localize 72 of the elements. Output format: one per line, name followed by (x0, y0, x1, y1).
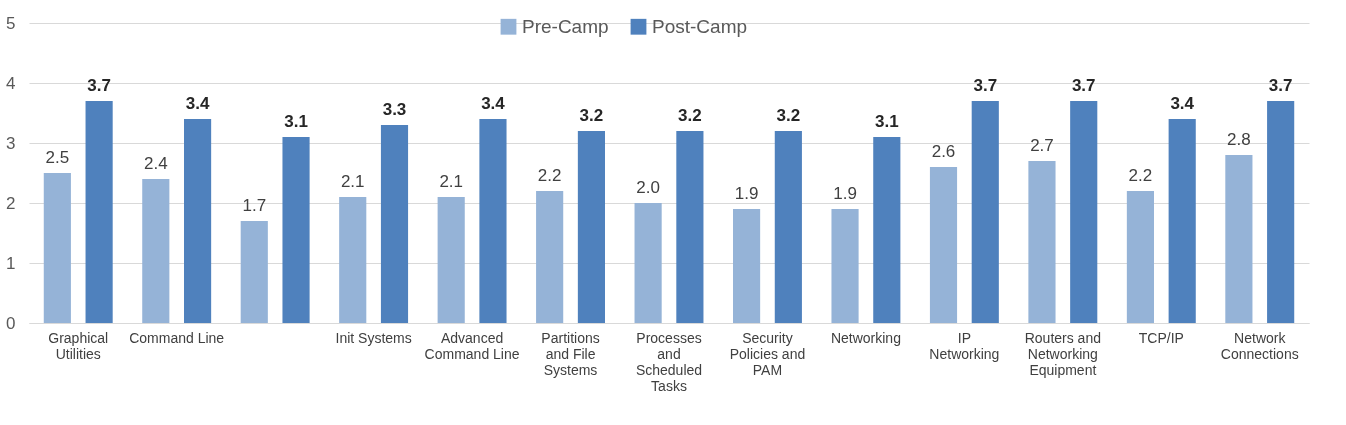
bar (1070, 101, 1098, 323)
x-tick-label: Routers and Networking Equipment (1024, 329, 1101, 378)
data-label: 3.7 (973, 76, 998, 95)
bar (971, 101, 999, 323)
legend-label: Post-Camp (652, 15, 748, 37)
bar (577, 131, 605, 323)
data-label: 3.7 (1268, 76, 1293, 95)
x-tick-label: Advanced Command Line (424, 329, 520, 362)
bar (929, 167, 958, 323)
x-tick-label: Partitions and File Systems (541, 329, 600, 378)
bar (1168, 119, 1196, 323)
y-tick-label: 2 (6, 193, 16, 213)
data-label: 3.1 (874, 112, 899, 131)
data-label: 2.1 (340, 172, 365, 191)
y-tick-label: 5 (6, 13, 16, 33)
bar (733, 209, 761, 323)
data-label: 3.7 (1071, 76, 1096, 95)
x-tick-label: Networking (830, 329, 901, 346)
x-tick-label: TCP/IP (1138, 329, 1184, 346)
data-label: 2.5 (45, 148, 70, 167)
legend-label: Pre-Camp (522, 15, 609, 37)
data-label: 3.2 (678, 106, 702, 125)
data-label: 2.1 (439, 172, 464, 191)
bar (1126, 191, 1154, 323)
bar (1225, 155, 1253, 323)
bar (43, 173, 71, 323)
bar (85, 101, 113, 323)
data-label: 3.3 (382, 100, 407, 119)
data-label: 3.4 (481, 94, 506, 113)
x-tick-label: IP Networking (929, 329, 1000, 362)
data-label: 3.7 (87, 76, 111, 95)
x-tick-label: Processes and Scheduled Tasks (635, 329, 703, 394)
y-tick-label: 1 (6, 253, 16, 273)
bar (282, 137, 310, 323)
bar (142, 179, 170, 323)
data-label: 3.2 (776, 106, 801, 125)
data-label: 3.1 (284, 112, 308, 131)
x-tick-label: Security Policies and PAM (729, 329, 806, 378)
bar (873, 137, 901, 323)
data-label: 2.4 (143, 154, 168, 173)
data-label: 2.7 (1030, 136, 1054, 155)
y-tick-label: 4 (6, 73, 16, 93)
bar (831, 209, 859, 323)
x-tick-label: Command Line (129, 329, 225, 346)
bar (437, 197, 465, 323)
y-tick-label: 3 (6, 133, 16, 153)
x-tick-label: Graphical Utilities (48, 329, 109, 362)
bar (380, 125, 409, 323)
bar (1028, 161, 1056, 323)
data-label: 1.9 (734, 184, 759, 203)
data-label: 3.2 (579, 106, 604, 125)
y-tick-label: 0 (6, 313, 16, 333)
bar (1267, 101, 1295, 323)
x-tick-label: Network Connections (1220, 329, 1299, 362)
bar (339, 197, 367, 323)
bar (634, 203, 662, 323)
data-label: 2.6 (931, 142, 956, 161)
bar (240, 221, 268, 323)
data-label: 3.4 (1170, 94, 1195, 113)
bar (184, 119, 212, 323)
data-label: 1.7 (242, 196, 267, 215)
bar (774, 131, 802, 323)
data-label: 1.9 (833, 184, 857, 203)
data-label: 2.2 (1128, 166, 1153, 185)
bar (536, 191, 564, 323)
data-label: 2.2 (537, 166, 562, 185)
data-label: 3.4 (185, 94, 210, 113)
data-label: 2.8 (1227, 130, 1251, 149)
bar (676, 131, 704, 323)
x-tick-label: Init Systems (335, 329, 412, 346)
data-label: 2.0 (636, 178, 660, 197)
bar (479, 119, 507, 323)
